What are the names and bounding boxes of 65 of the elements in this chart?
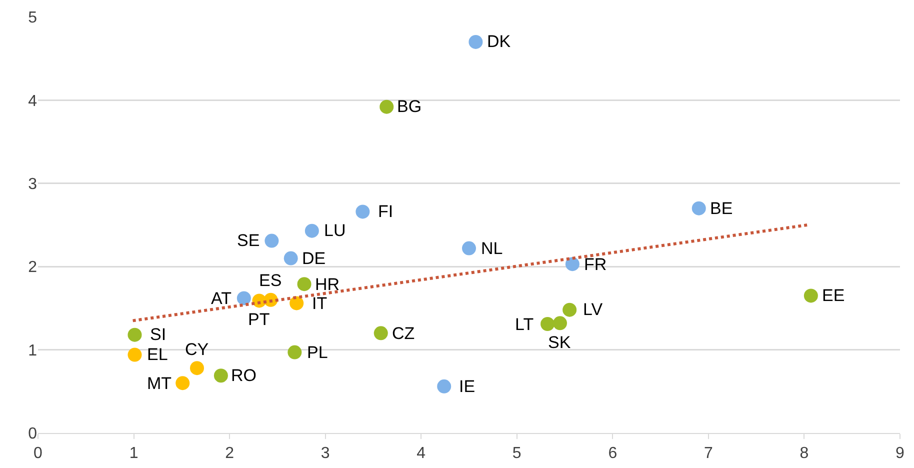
annotation: FI — [378, 202, 394, 221]
annotation: EE — [822, 286, 845, 305]
x-tick-label: 5 — [512, 445, 522, 462]
y-tick-label: 4 — [28, 92, 38, 110]
annotation: DE — [302, 249, 326, 268]
annotation: CY — [185, 340, 209, 359]
annotation: BE — [710, 199, 733, 218]
point — [462, 241, 476, 256]
annotation: SE — [237, 231, 260, 250]
annotation: IE — [459, 377, 476, 396]
y-tick-label: 5 — [28, 10, 38, 27]
point — [297, 277, 312, 292]
point — [468, 34, 483, 49]
y-tick-label: 3 — [28, 176, 38, 193]
annotation: PL — [307, 343, 328, 362]
annotation: SI — [150, 325, 166, 344]
point — [288, 345, 302, 360]
point — [236, 291, 251, 306]
annotation: HR — [315, 275, 340, 294]
annotation: BG — [397, 97, 422, 116]
x-tick-label: 7 — [704, 445, 713, 462]
annotation: EL — [147, 345, 168, 364]
point — [437, 379, 452, 394]
annotation: SK — [548, 333, 572, 352]
annotation: MT — [147, 374, 172, 393]
annotation: ES — [259, 271, 282, 290]
y-tick-label: 2 — [28, 259, 38, 276]
point — [552, 316, 567, 330]
point — [374, 326, 388, 340]
x-tick-label: 8 — [800, 445, 809, 462]
x-tick-label: 3 — [320, 445, 330, 462]
x-tick-label: 9 — [896, 445, 905, 462]
point — [304, 224, 319, 238]
point — [562, 302, 577, 317]
y-tick-label: 1 — [28, 342, 38, 360]
point — [128, 328, 142, 342]
point — [128, 348, 142, 362]
annotation: RO — [231, 366, 256, 385]
y-tick-label: 0 — [28, 426, 38, 443]
point — [356, 204, 370, 219]
point — [692, 201, 706, 216]
annotation: LU — [324, 221, 346, 240]
annotation: CZ — [392, 324, 415, 343]
point — [190, 361, 204, 376]
annotation: LV — [583, 300, 604, 319]
point — [380, 100, 394, 114]
point — [290, 296, 304, 310]
x-tick-label: 6 — [608, 445, 618, 462]
x-tick-label: 4 — [416, 445, 426, 462]
annotation: DK — [487, 32, 512, 51]
annotation: NL — [481, 239, 503, 258]
annotation: IT — [312, 294, 328, 313]
point — [264, 234, 279, 248]
x-tick-label: 1 — [129, 445, 138, 462]
point — [176, 376, 190, 390]
annotation: FR — [584, 255, 607, 274]
point — [540, 317, 555, 332]
point — [804, 288, 818, 303]
point — [565, 257, 580, 272]
annotation: AT — [211, 289, 232, 308]
point — [214, 368, 228, 383]
annotation: LT — [515, 315, 534, 334]
x-tick-label: 2 — [225, 445, 234, 462]
point — [284, 251, 298, 266]
annotation: PT — [248, 310, 270, 329]
